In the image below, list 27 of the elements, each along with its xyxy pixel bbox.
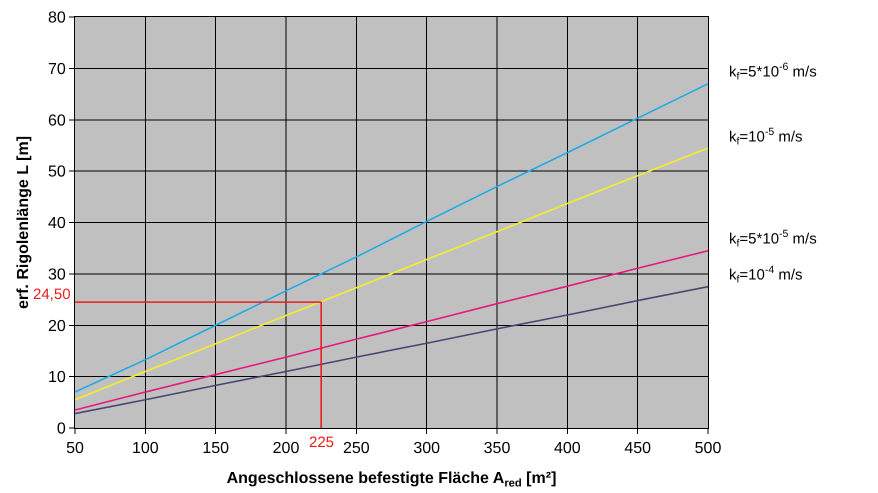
series-label: k$_{f}$=10$^{-4}$ m/s bbox=[729, 264, 803, 286]
x-tick-label: 150 bbox=[202, 440, 230, 458]
series-label: k$_{f}$=5*10$^{-5}$ m/s bbox=[729, 228, 817, 250]
y-tick-label: 10 bbox=[48, 369, 66, 386]
x-tick-label: 200 bbox=[272, 440, 300, 458]
ref-line-label: 24,50 bbox=[33, 286, 71, 303]
x-tick-label: 450 bbox=[624, 440, 652, 458]
y-tick-label: 80 bbox=[48, 10, 66, 27]
x-tick-label: 250 bbox=[342, 440, 370, 458]
x-tick-label: 500 bbox=[694, 440, 722, 458]
ref-line-label: 225 bbox=[309, 434, 334, 451]
y-tick-label: 0 bbox=[56, 420, 66, 438]
series-label: k$_{f}$=5*10$^{-6}$ m/s bbox=[729, 61, 817, 82]
x-axis-title: Angeschlossene befestigte Fläche A$_{red}$ [m²] bbox=[226, 470, 556, 490]
y-tick-label: 40 bbox=[48, 215, 66, 232]
x-tick-label: 300 bbox=[413, 440, 440, 458]
x-tick-label: 350 bbox=[484, 440, 510, 458]
x-tick-label: 400 bbox=[554, 440, 581, 458]
series-label: k$_{f}$=10$^{-5}$ m/s bbox=[729, 126, 803, 148]
y-tick-label: 20 bbox=[48, 318, 66, 335]
y-tick-label: 50 bbox=[48, 164, 66, 181]
y-tick-label: 30 bbox=[48, 266, 66, 284]
x-tick-label: 100 bbox=[132, 440, 159, 458]
y-axis-title: erf. Rigolenlänge L [m] bbox=[14, 136, 32, 310]
y-tick-label: 60 bbox=[48, 112, 66, 130]
x-tick-label: 50 bbox=[66, 440, 84, 458]
y-tick-label: 70 bbox=[48, 60, 66, 78]
